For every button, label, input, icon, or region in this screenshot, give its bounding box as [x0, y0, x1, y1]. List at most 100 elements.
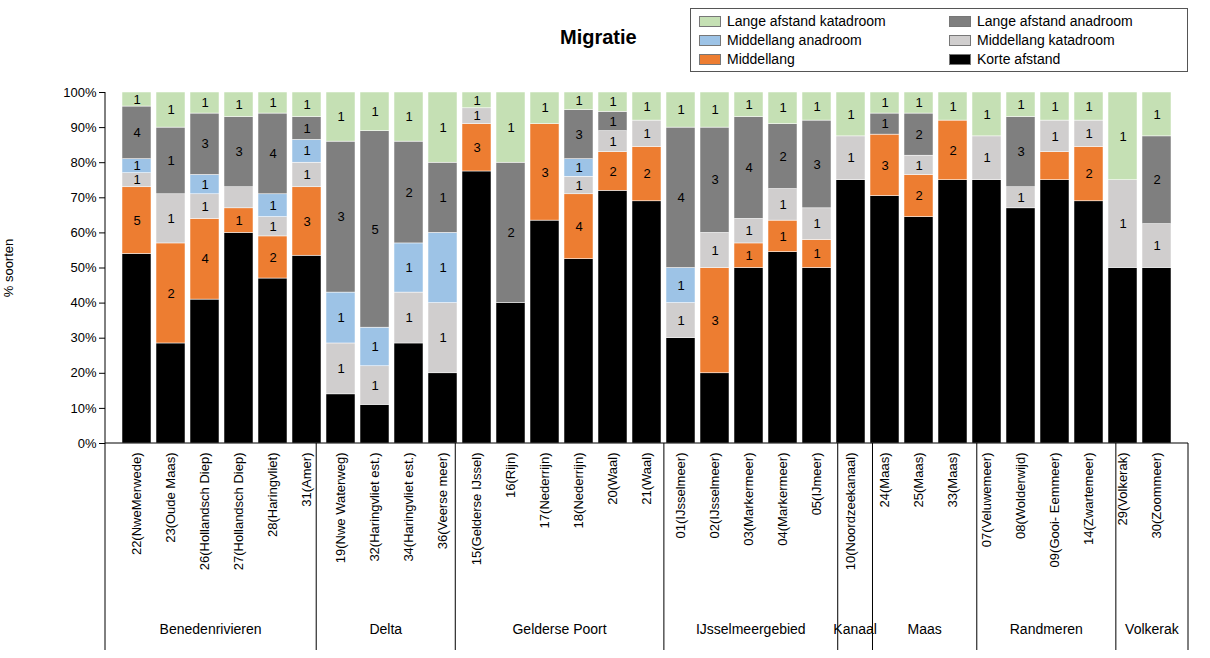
- svg-text:20%: 20%: [70, 365, 96, 380]
- svg-text:04(Markermeer): 04(Markermeer): [775, 453, 790, 546]
- svg-text:1: 1: [915, 157, 922, 172]
- svg-text:1: 1: [983, 150, 990, 165]
- svg-text:1: 1: [1153, 238, 1160, 253]
- svg-text:Kanaal: Kanaal: [833, 621, 877, 637]
- svg-text:Delta: Delta: [369, 621, 402, 637]
- svg-text:1: 1: [337, 310, 344, 325]
- svg-text:1: 1: [303, 143, 310, 158]
- svg-text:1: 1: [133, 172, 140, 187]
- svg-text:19(Nwe Waterweg): 19(Nwe Waterweg): [333, 453, 348, 564]
- svg-text:50%: 50%: [70, 260, 96, 275]
- svg-text:2: 2: [1085, 166, 1092, 181]
- svg-text:5: 5: [133, 213, 140, 228]
- svg-text:1: 1: [371, 339, 378, 354]
- svg-text:Randmeren: Randmeren: [1010, 621, 1083, 637]
- svg-text:4: 4: [677, 190, 684, 205]
- svg-text:1: 1: [1085, 99, 1092, 114]
- svg-text:1: 1: [439, 120, 446, 135]
- svg-text:2: 2: [1153, 172, 1160, 187]
- svg-text:90%: 90%: [70, 120, 96, 135]
- svg-text:25(Maas): 25(Maas): [911, 453, 926, 508]
- svg-text:02(IJsselmeer): 02(IJsselmeer): [707, 453, 722, 539]
- svg-text:2: 2: [507, 225, 514, 240]
- svg-text:1: 1: [677, 313, 684, 328]
- svg-text:17(Nederrijn): 17(Nederrijn): [537, 453, 552, 529]
- svg-text:1: 1: [439, 190, 446, 205]
- svg-text:4: 4: [745, 160, 752, 175]
- svg-text:08(Wolderwijd): 08(Wolderwijd): [1013, 453, 1028, 539]
- svg-text:1: 1: [677, 102, 684, 117]
- svg-text:1: 1: [405, 260, 412, 275]
- svg-text:1: 1: [609, 94, 616, 109]
- svg-text:1: 1: [881, 116, 888, 131]
- svg-text:1: 1: [201, 95, 208, 110]
- svg-text:1: 1: [609, 114, 616, 129]
- svg-text:3: 3: [201, 136, 208, 151]
- svg-text:1: 1: [643, 126, 650, 141]
- svg-text:24(Maas): 24(Maas): [877, 453, 892, 508]
- svg-text:1: 1: [235, 213, 242, 228]
- svg-text:Maas: Maas: [908, 621, 942, 637]
- svg-text:18(Nederrijn): 18(Nederrijn): [571, 453, 586, 529]
- svg-text:30%: 30%: [70, 330, 96, 345]
- svg-text:IJsselmeergebied: IJsselmeergebied: [696, 621, 806, 637]
- svg-text:31(Amer): 31(Amer): [299, 453, 314, 507]
- svg-text:1: 1: [371, 378, 378, 393]
- svg-text:1: 1: [1017, 190, 1024, 205]
- svg-text:1: 1: [167, 211, 174, 226]
- svg-text:100%: 100%: [63, 88, 97, 100]
- svg-text:09(Gooi- Eemmeer): 09(Gooi- Eemmeer): [1047, 453, 1062, 568]
- svg-text:1: 1: [303, 121, 310, 136]
- svg-text:3: 3: [235, 144, 242, 159]
- svg-text:10(Noordzeekanaal): 10(Noordzeekanaal): [843, 453, 858, 571]
- svg-text:1: 1: [507, 120, 514, 135]
- svg-text:0%: 0%: [78, 436, 97, 451]
- svg-text:01(IJsselmeer): 01(IJsselmeer): [673, 453, 688, 539]
- svg-text:1: 1: [337, 361, 344, 376]
- svg-text:1: 1: [813, 246, 820, 261]
- svg-text:32(Haringvliet est.): 32(Haringvliet est.): [367, 453, 382, 562]
- svg-text:1: 1: [1017, 97, 1024, 112]
- svg-text:1: 1: [575, 178, 582, 193]
- svg-text:1: 1: [405, 310, 412, 325]
- svg-text:03(Markermeer): 03(Markermeer): [741, 453, 756, 546]
- svg-text:% soorten: % soorten: [1, 239, 16, 298]
- svg-text:3: 3: [473, 140, 480, 155]
- svg-text:1: 1: [745, 248, 752, 263]
- svg-text:2: 2: [609, 164, 616, 179]
- svg-text:4: 4: [575, 219, 582, 234]
- svg-text:1: 1: [1051, 129, 1058, 144]
- svg-text:40%: 40%: [70, 295, 96, 310]
- svg-text:2: 2: [167, 286, 174, 301]
- svg-text:1: 1: [201, 199, 208, 214]
- svg-text:1: 1: [1153, 107, 1160, 122]
- svg-text:3: 3: [711, 172, 718, 187]
- svg-text:2: 2: [643, 166, 650, 181]
- svg-text:80%: 80%: [70, 155, 96, 170]
- svg-text:1: 1: [779, 229, 786, 244]
- svg-text:3: 3: [575, 127, 582, 142]
- svg-text:1: 1: [303, 167, 310, 182]
- svg-text:1: 1: [269, 219, 276, 234]
- svg-text:2: 2: [269, 250, 276, 265]
- svg-text:1: 1: [439, 260, 446, 275]
- svg-text:1: 1: [201, 177, 208, 192]
- svg-text:30(Zoommeer): 30(Zoommeer): [1149, 453, 1164, 539]
- svg-text:1: 1: [779, 197, 786, 212]
- svg-text:1: 1: [235, 97, 242, 112]
- svg-text:2: 2: [915, 127, 922, 142]
- svg-text:60%: 60%: [70, 225, 96, 240]
- svg-text:1: 1: [745, 223, 752, 238]
- svg-text:16(Rijn): 16(Rijn): [503, 453, 518, 499]
- svg-text:1: 1: [677, 278, 684, 293]
- svg-text:1: 1: [711, 243, 718, 258]
- svg-text:22(NweMerwede): 22(NweMerwede): [129, 453, 144, 556]
- svg-text:Benedenrivieren: Benedenrivieren: [160, 621, 262, 637]
- svg-text:1: 1: [881, 95, 888, 110]
- svg-text:10%: 10%: [70, 401, 96, 416]
- svg-text:29(Volkerak): 29(Volkerak): [1115, 453, 1130, 526]
- svg-text:36(Veerse meer): 36(Veerse meer): [435, 453, 450, 550]
- svg-text:1: 1: [371, 104, 378, 119]
- svg-text:1: 1: [609, 134, 616, 149]
- svg-text:1: 1: [575, 160, 582, 175]
